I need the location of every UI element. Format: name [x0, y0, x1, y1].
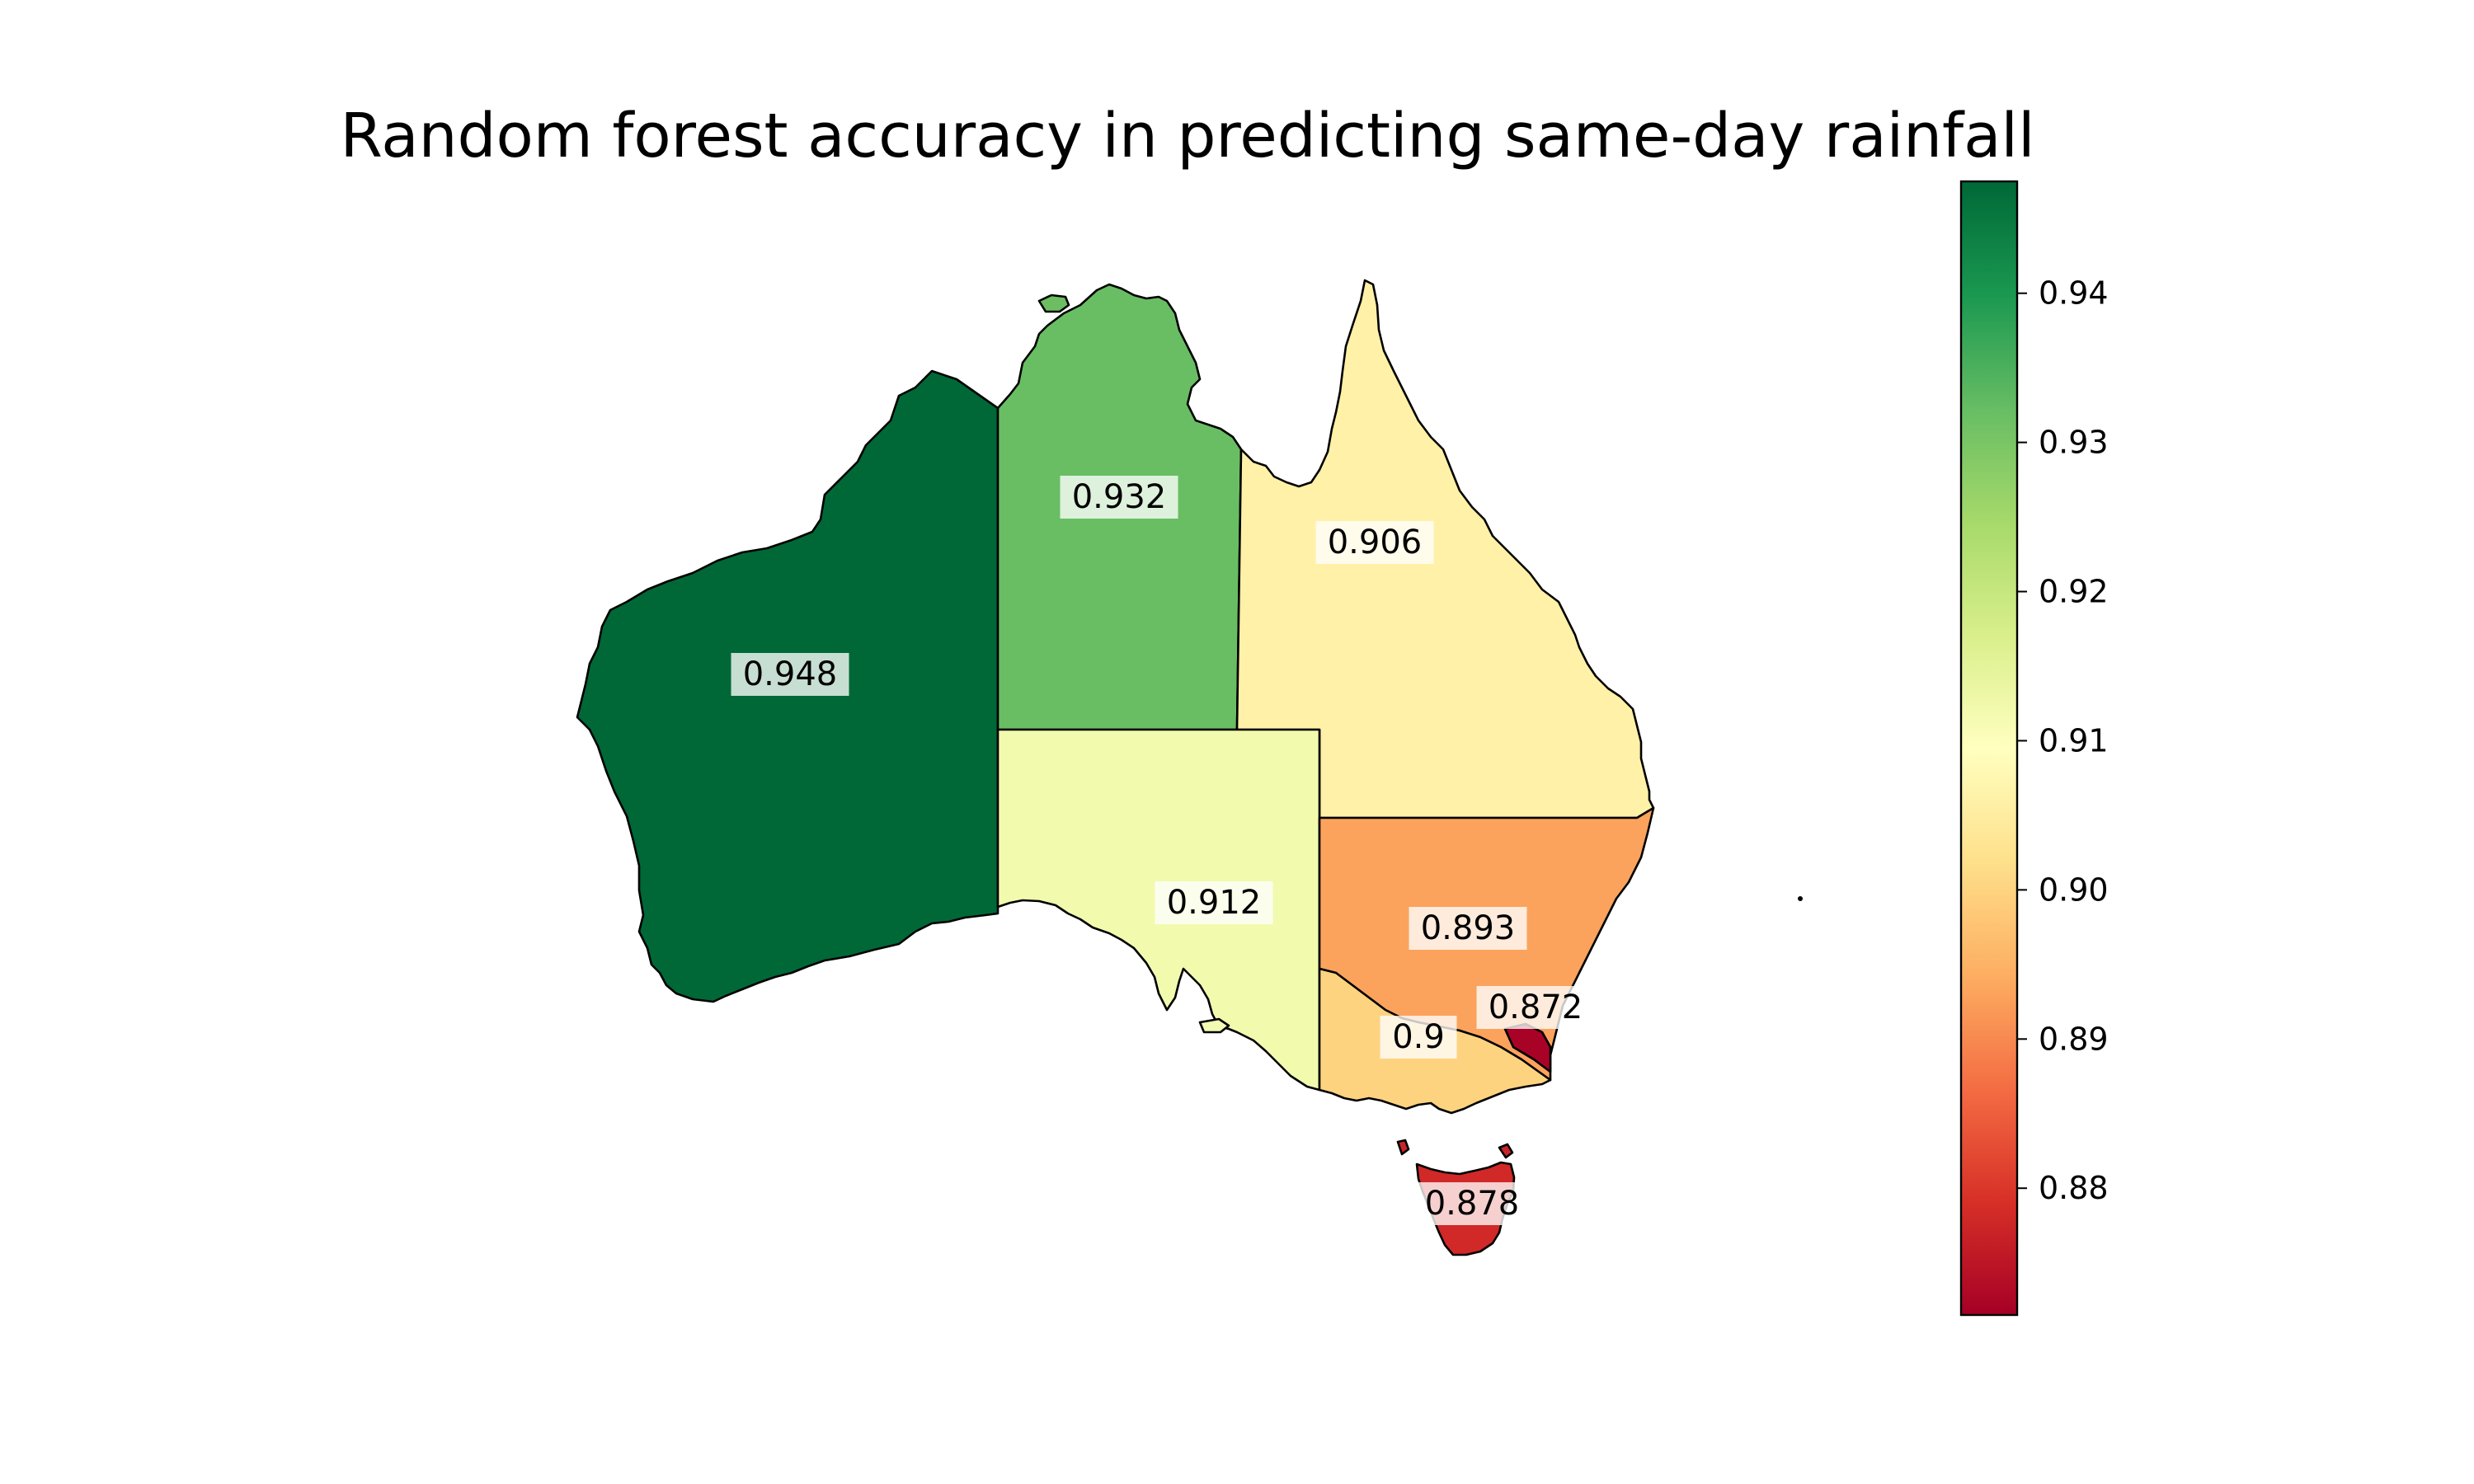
value-label-background	[1315, 521, 1434, 564]
value-label-text: 0.948	[743, 655, 838, 693]
state-regions	[576, 279, 1803, 1256]
value-label-background	[1413, 1182, 1531, 1225]
colorbar-tick-label: 0.93	[2039, 425, 2109, 461]
colorbar-gradient	[1961, 181, 2017, 1315]
island-groote	[1037, 294, 1070, 313]
map-title: Random forest accuracy in predicting sam…	[340, 101, 2034, 171]
colorbar-tick-label: 0.91	[2039, 722, 2109, 758]
value-label-text: 0.9	[1392, 1018, 1445, 1056]
state-qld[interactable]	[1235, 279, 1655, 819]
island-flinders	[1498, 1143, 1514, 1159]
value-label-text: 0.906	[1328, 524, 1423, 561]
value-label-text: 0.893	[1421, 909, 1516, 947]
colorbar-tick-label: 0.94	[2039, 275, 2109, 312]
island-lord-howe	[1798, 896, 1803, 901]
value-label-text: 0.932	[1072, 478, 1167, 516]
value-label-text: 0.872	[1489, 989, 1583, 1026]
value-label-text: 0.912	[1167, 884, 1262, 922]
value-label-qld: 0.906	[1315, 521, 1434, 564]
colorbar-tick-label: 0.88	[2039, 1170, 2109, 1206]
colorbar: 0.94 0.93 0.92 0.91 0.90 0.89 0.88	[1959, 180, 2109, 1317]
value-label-wa: 0.948	[731, 653, 849, 696]
value-label-background	[1476, 986, 1595, 1029]
value-label-background	[1155, 881, 1273, 924]
value-label-text: 0.878	[1425, 1185, 1520, 1223]
colorbar-ticks: 0.94 0.93 0.92 0.91 0.90 0.89 0.88	[2017, 275, 2109, 1206]
value-label-act: 0.872	[1476, 986, 1595, 1029]
colorbar-tick-label: 0.89	[2039, 1021, 2109, 1057]
colorbar-tick-label: 0.90	[2039, 871, 2109, 908]
value-label-background	[1060, 476, 1178, 519]
value-label-sa: 0.912	[1155, 881, 1273, 924]
value-label-background	[731, 653, 849, 696]
island-kangaroo	[1198, 1017, 1230, 1034]
value-labels: 0.948 0.932 0.906 0.912 0.893 0.872 0.9 0.878	[731, 476, 1595, 1225]
colorbar-tick-label: 0.92	[2039, 574, 2109, 610]
value-label-vic: 0.9	[1380, 1016, 1457, 1059]
value-label-background	[1409, 907, 1527, 950]
value-label-nsw: 0.893	[1409, 907, 1527, 950]
value-label-nt: 0.932	[1060, 476, 1178, 519]
value-label-tas: 0.878	[1413, 1182, 1531, 1225]
island-king	[1396, 1139, 1410, 1156]
value-label-background	[1380, 1016, 1457, 1059]
colorbar-frame	[1959, 180, 2019, 1317]
